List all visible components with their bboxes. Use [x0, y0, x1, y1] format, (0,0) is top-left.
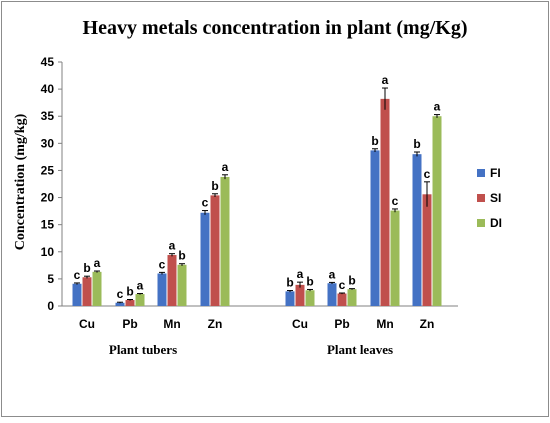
- y-tick-label: 30: [41, 136, 55, 150]
- significance-label: a: [434, 100, 441, 114]
- significance-label: c: [159, 257, 166, 271]
- significance-label: a: [382, 73, 389, 87]
- significance-label: c: [424, 167, 431, 181]
- bar-si: [380, 98, 390, 306]
- y-tick-label: 35: [41, 109, 55, 123]
- bar-di: [92, 271, 102, 306]
- bar-di: [432, 116, 442, 306]
- bar-fi: [200, 212, 210, 306]
- significance-label: a: [329, 267, 336, 281]
- bar-fi: [370, 150, 380, 306]
- bar-si: [210, 195, 220, 306]
- legend-label: FI: [490, 166, 501, 180]
- significance-label: a: [169, 239, 176, 253]
- legend-swatch-si: [477, 194, 485, 202]
- bar-di: [220, 176, 230, 306]
- category-label: Mn: [376, 317, 393, 331]
- legend-swatch-di: [477, 219, 485, 227]
- bar-di: [305, 290, 315, 306]
- legend-label: DI: [490, 216, 502, 230]
- significance-label: c: [202, 196, 209, 210]
- bar-di: [390, 210, 400, 306]
- bar-fi: [72, 283, 82, 306]
- category-label: Pb: [122, 317, 137, 331]
- significance-label: b: [286, 276, 293, 290]
- bar-si: [82, 277, 92, 306]
- chart-title: Heavy metals concentration in plant (mg/…: [83, 17, 468, 39]
- bar-fi: [115, 302, 125, 306]
- category-label: Pb: [334, 317, 349, 331]
- significance-label: a: [222, 160, 229, 174]
- significance-label: c: [339, 278, 346, 292]
- legend-label: SI: [490, 191, 501, 205]
- y-tick-label: 20: [41, 191, 55, 205]
- category-label: Zn: [420, 317, 435, 331]
- y-tick-label: 45: [41, 55, 55, 69]
- bar-fi: [157, 273, 167, 306]
- y-tick-label: 10: [41, 245, 55, 259]
- group-label: Plant tubers: [109, 342, 177, 357]
- bar-di: [177, 264, 187, 306]
- significance-label: c: [392, 194, 399, 208]
- y-tick-label: 40: [41, 82, 55, 96]
- bar-fi: [327, 283, 337, 306]
- significance-label: b: [83, 261, 90, 275]
- significance-label: a: [297, 267, 304, 281]
- significance-label: b: [371, 134, 378, 148]
- significance-label: b: [126, 284, 133, 298]
- category-label: Cu: [292, 317, 308, 331]
- y-axis-label: Concentration (mg/kg): [13, 113, 28, 250]
- significance-label: a: [137, 279, 144, 293]
- bar-si: [125, 300, 135, 306]
- category-label: Mn: [163, 317, 180, 331]
- significance-label: b: [211, 179, 218, 193]
- legend-swatch-fi: [477, 169, 485, 177]
- bar-si: [295, 284, 305, 306]
- significance-label: a: [94, 256, 101, 270]
- chart-border: [1, 1, 549, 417]
- bar-di: [347, 289, 357, 306]
- bar-si: [337, 293, 347, 306]
- bar-fi: [285, 291, 295, 306]
- significance-label: c: [117, 287, 124, 301]
- significance-label: b: [178, 249, 185, 263]
- y-tick-label: 25: [41, 163, 55, 177]
- significance-label: b: [413, 137, 420, 151]
- y-tick-label: 15: [41, 218, 55, 232]
- significance-label: b: [306, 274, 313, 288]
- group-label: Plant leaves: [327, 342, 393, 357]
- bar-si: [167, 255, 177, 306]
- significance-label: c: [74, 268, 81, 282]
- bar-fi: [412, 154, 422, 306]
- category-label: Zn: [208, 317, 223, 331]
- bar-si: [422, 194, 432, 306]
- y-tick-label: 5: [47, 272, 54, 286]
- category-label: Cu: [79, 317, 95, 331]
- significance-label: b: [348, 274, 355, 288]
- legend: FI SI DI: [477, 166, 502, 230]
- bar-di: [135, 294, 145, 306]
- y-tick-label: 0: [47, 299, 54, 313]
